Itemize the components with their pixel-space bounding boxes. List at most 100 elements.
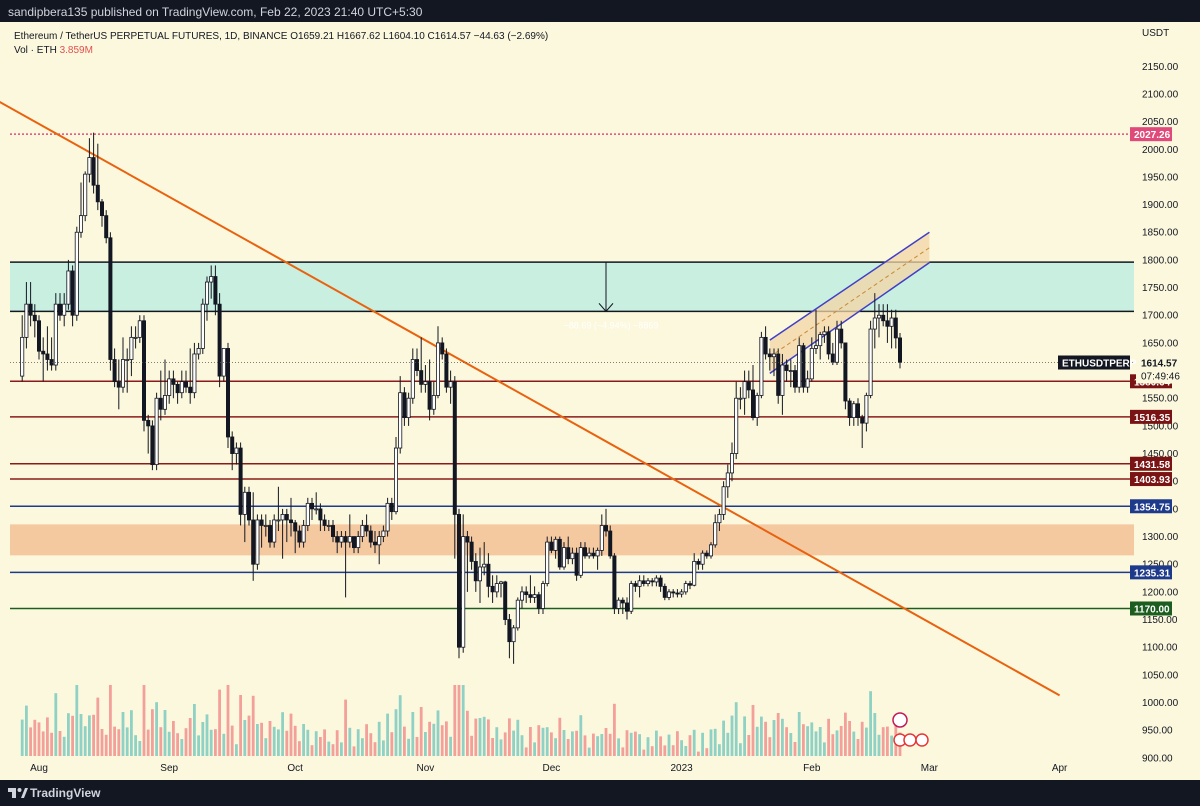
volume-bar xyxy=(281,712,284,770)
candle-body xyxy=(486,563,491,587)
candle-body xyxy=(100,201,105,217)
candle-body xyxy=(343,536,348,543)
volume-bar xyxy=(802,724,805,770)
candle-body xyxy=(154,397,159,466)
channel-mid xyxy=(769,247,930,358)
volume-bar xyxy=(755,726,759,770)
candle-body xyxy=(435,342,440,396)
candle-body xyxy=(898,337,903,363)
volume-bar xyxy=(466,710,469,770)
volume-bar xyxy=(709,729,713,770)
candle-body xyxy=(536,594,541,609)
chart-canvas[interactable]: −88.69 (−4.94%) −8869 USDT 900.00 950.00 100… xyxy=(0,22,1200,780)
economic-event-icon xyxy=(903,733,917,747)
candle-body xyxy=(175,384,180,394)
candle-body xyxy=(604,525,609,532)
volume-bar xyxy=(151,709,154,770)
candle-body xyxy=(297,530,302,543)
candle-body xyxy=(74,231,79,316)
volume-bar xyxy=(550,732,553,770)
last-price-text: 1614.57 xyxy=(1141,359,1178,370)
volume-bar xyxy=(449,736,452,770)
volume-bar xyxy=(470,735,473,770)
volume-bar xyxy=(810,722,814,770)
candle-body xyxy=(238,447,243,515)
volume-bar xyxy=(571,731,574,770)
candle-body xyxy=(309,502,314,510)
volume-bar xyxy=(461,685,465,770)
candle-body xyxy=(889,317,894,327)
volume-bar xyxy=(394,709,398,770)
level-tag xyxy=(1130,565,1172,580)
candle-body xyxy=(578,547,583,576)
volume-bar xyxy=(751,705,755,770)
volume-bar xyxy=(852,731,856,770)
volume-bar xyxy=(814,731,818,770)
candle-body xyxy=(696,561,701,565)
volume-bar xyxy=(188,718,192,770)
candle-body xyxy=(520,591,525,601)
level-tag xyxy=(1130,601,1172,616)
candle-body xyxy=(557,538,562,568)
candle-body xyxy=(641,580,646,584)
candle-body xyxy=(671,591,676,594)
volume-bar xyxy=(205,714,209,770)
volume-bar xyxy=(285,730,289,770)
plot-background xyxy=(0,22,1200,780)
volume-bar xyxy=(869,691,872,770)
volume-bar xyxy=(764,721,767,770)
volume-bar xyxy=(617,738,620,770)
candle-body xyxy=(121,359,126,388)
candle-body xyxy=(822,331,827,336)
candle-body xyxy=(104,215,109,239)
candle-body xyxy=(490,585,495,593)
volume-bar xyxy=(604,728,608,770)
volume-bar xyxy=(264,738,268,770)
volume-bar xyxy=(243,720,247,770)
volume-bar xyxy=(516,719,520,770)
volume-bar xyxy=(319,737,322,770)
price-tick: 1250.00 xyxy=(1142,560,1179,571)
chart-area[interactable]: −88.69 (−4.94%) −8869 USDT 900.00 950.00 100… xyxy=(0,22,1200,780)
volume-bar xyxy=(37,722,41,770)
candle-body xyxy=(532,594,537,598)
volume-bar xyxy=(646,737,650,770)
time-tick: Dec xyxy=(543,763,561,774)
volume-bar xyxy=(46,717,49,770)
price-tick: 2150.00 xyxy=(1142,62,1179,73)
volume-bar xyxy=(860,721,864,770)
candle-body xyxy=(772,353,777,358)
volume-value: 3.859M xyxy=(59,45,93,56)
volume-bar xyxy=(428,721,431,770)
candle-body xyxy=(225,348,230,438)
price-tick: 1650.00 xyxy=(1142,338,1179,349)
candle-body xyxy=(414,359,419,371)
candle-body xyxy=(801,345,806,388)
volume-bar xyxy=(361,738,364,770)
volume-bar xyxy=(827,718,830,770)
candle-body xyxy=(746,381,751,391)
price-tick: 1800.00 xyxy=(1142,255,1179,266)
volume-bar xyxy=(193,704,196,770)
volume-bar xyxy=(83,726,87,770)
volume-bar xyxy=(239,695,242,770)
candle-body xyxy=(263,525,268,527)
candle-body xyxy=(528,594,533,598)
candle-body xyxy=(158,397,163,410)
volume-bar xyxy=(218,689,221,770)
volume-bar xyxy=(424,732,427,770)
candle-body xyxy=(477,566,482,582)
volume-bar xyxy=(608,733,612,770)
candle-body xyxy=(318,508,323,521)
candle-body xyxy=(70,270,75,316)
volume-bar xyxy=(41,731,45,770)
price-tick: 1550.00 xyxy=(1142,394,1179,405)
volume-bar xyxy=(411,712,415,770)
candle-body xyxy=(814,345,819,349)
candle-body xyxy=(658,577,663,587)
volume-bar xyxy=(92,714,95,770)
time-tick: Aug xyxy=(30,763,48,774)
candle-body xyxy=(566,547,571,560)
volume-bar xyxy=(844,712,847,770)
